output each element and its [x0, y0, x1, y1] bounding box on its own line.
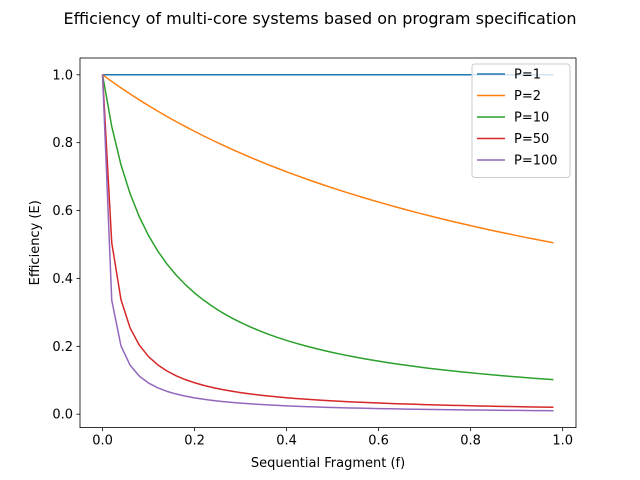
- y-tick-label: 1.0: [52, 68, 73, 83]
- x-tick-label: 0.4: [276, 434, 297, 449]
- chart-title: Efficiency of multi-core systems based o…: [63, 9, 576, 28]
- x-tick-label: 0.6: [368, 434, 389, 449]
- y-tick-label: 0.8: [52, 136, 73, 151]
- legend-label: P=10: [514, 111, 549, 126]
- y-tick-label: 0.6: [52, 204, 73, 219]
- legend-label: P=100: [514, 154, 558, 169]
- legend: P=1 P=2 P=10 P=50 P=100: [471, 63, 571, 178]
- x-axis-ticks: 0.0 0.2 0.4 0.6 0.8 1.0: [92, 427, 573, 449]
- x-tick-label: 0.0: [92, 434, 113, 449]
- y-axis-label: Efficiency (E): [28, 200, 43, 285]
- y-tick-label: 0.2: [52, 340, 73, 355]
- x-tick-label: 0.2: [184, 434, 205, 449]
- y-axis-ticks: 0.0 0.2 0.4 0.6 0.8 1.0: [52, 68, 80, 423]
- x-axis-label: Sequential Fragment (f): [251, 456, 405, 471]
- x-tick-label: 0.8: [460, 434, 481, 449]
- x-tick-label: 1.0: [552, 434, 573, 449]
- plot-area: [101, 74, 554, 412]
- legend-label: P=2: [514, 89, 541, 104]
- y-tick-label: 0.4: [52, 272, 73, 287]
- legend-label: P=50: [514, 132, 549, 147]
- series-line-p-2: [102, 74, 554, 244]
- series-line-p-50: [101, 74, 554, 409]
- legend-box: [471, 63, 571, 178]
- series-line-p-100: [101, 74, 554, 412]
- y-tick-label: 0.0: [52, 408, 73, 423]
- series-line-p-10: [101, 74, 554, 381]
- axes-frame: [79, 57, 577, 429]
- legend-label: P=1: [514, 68, 541, 83]
